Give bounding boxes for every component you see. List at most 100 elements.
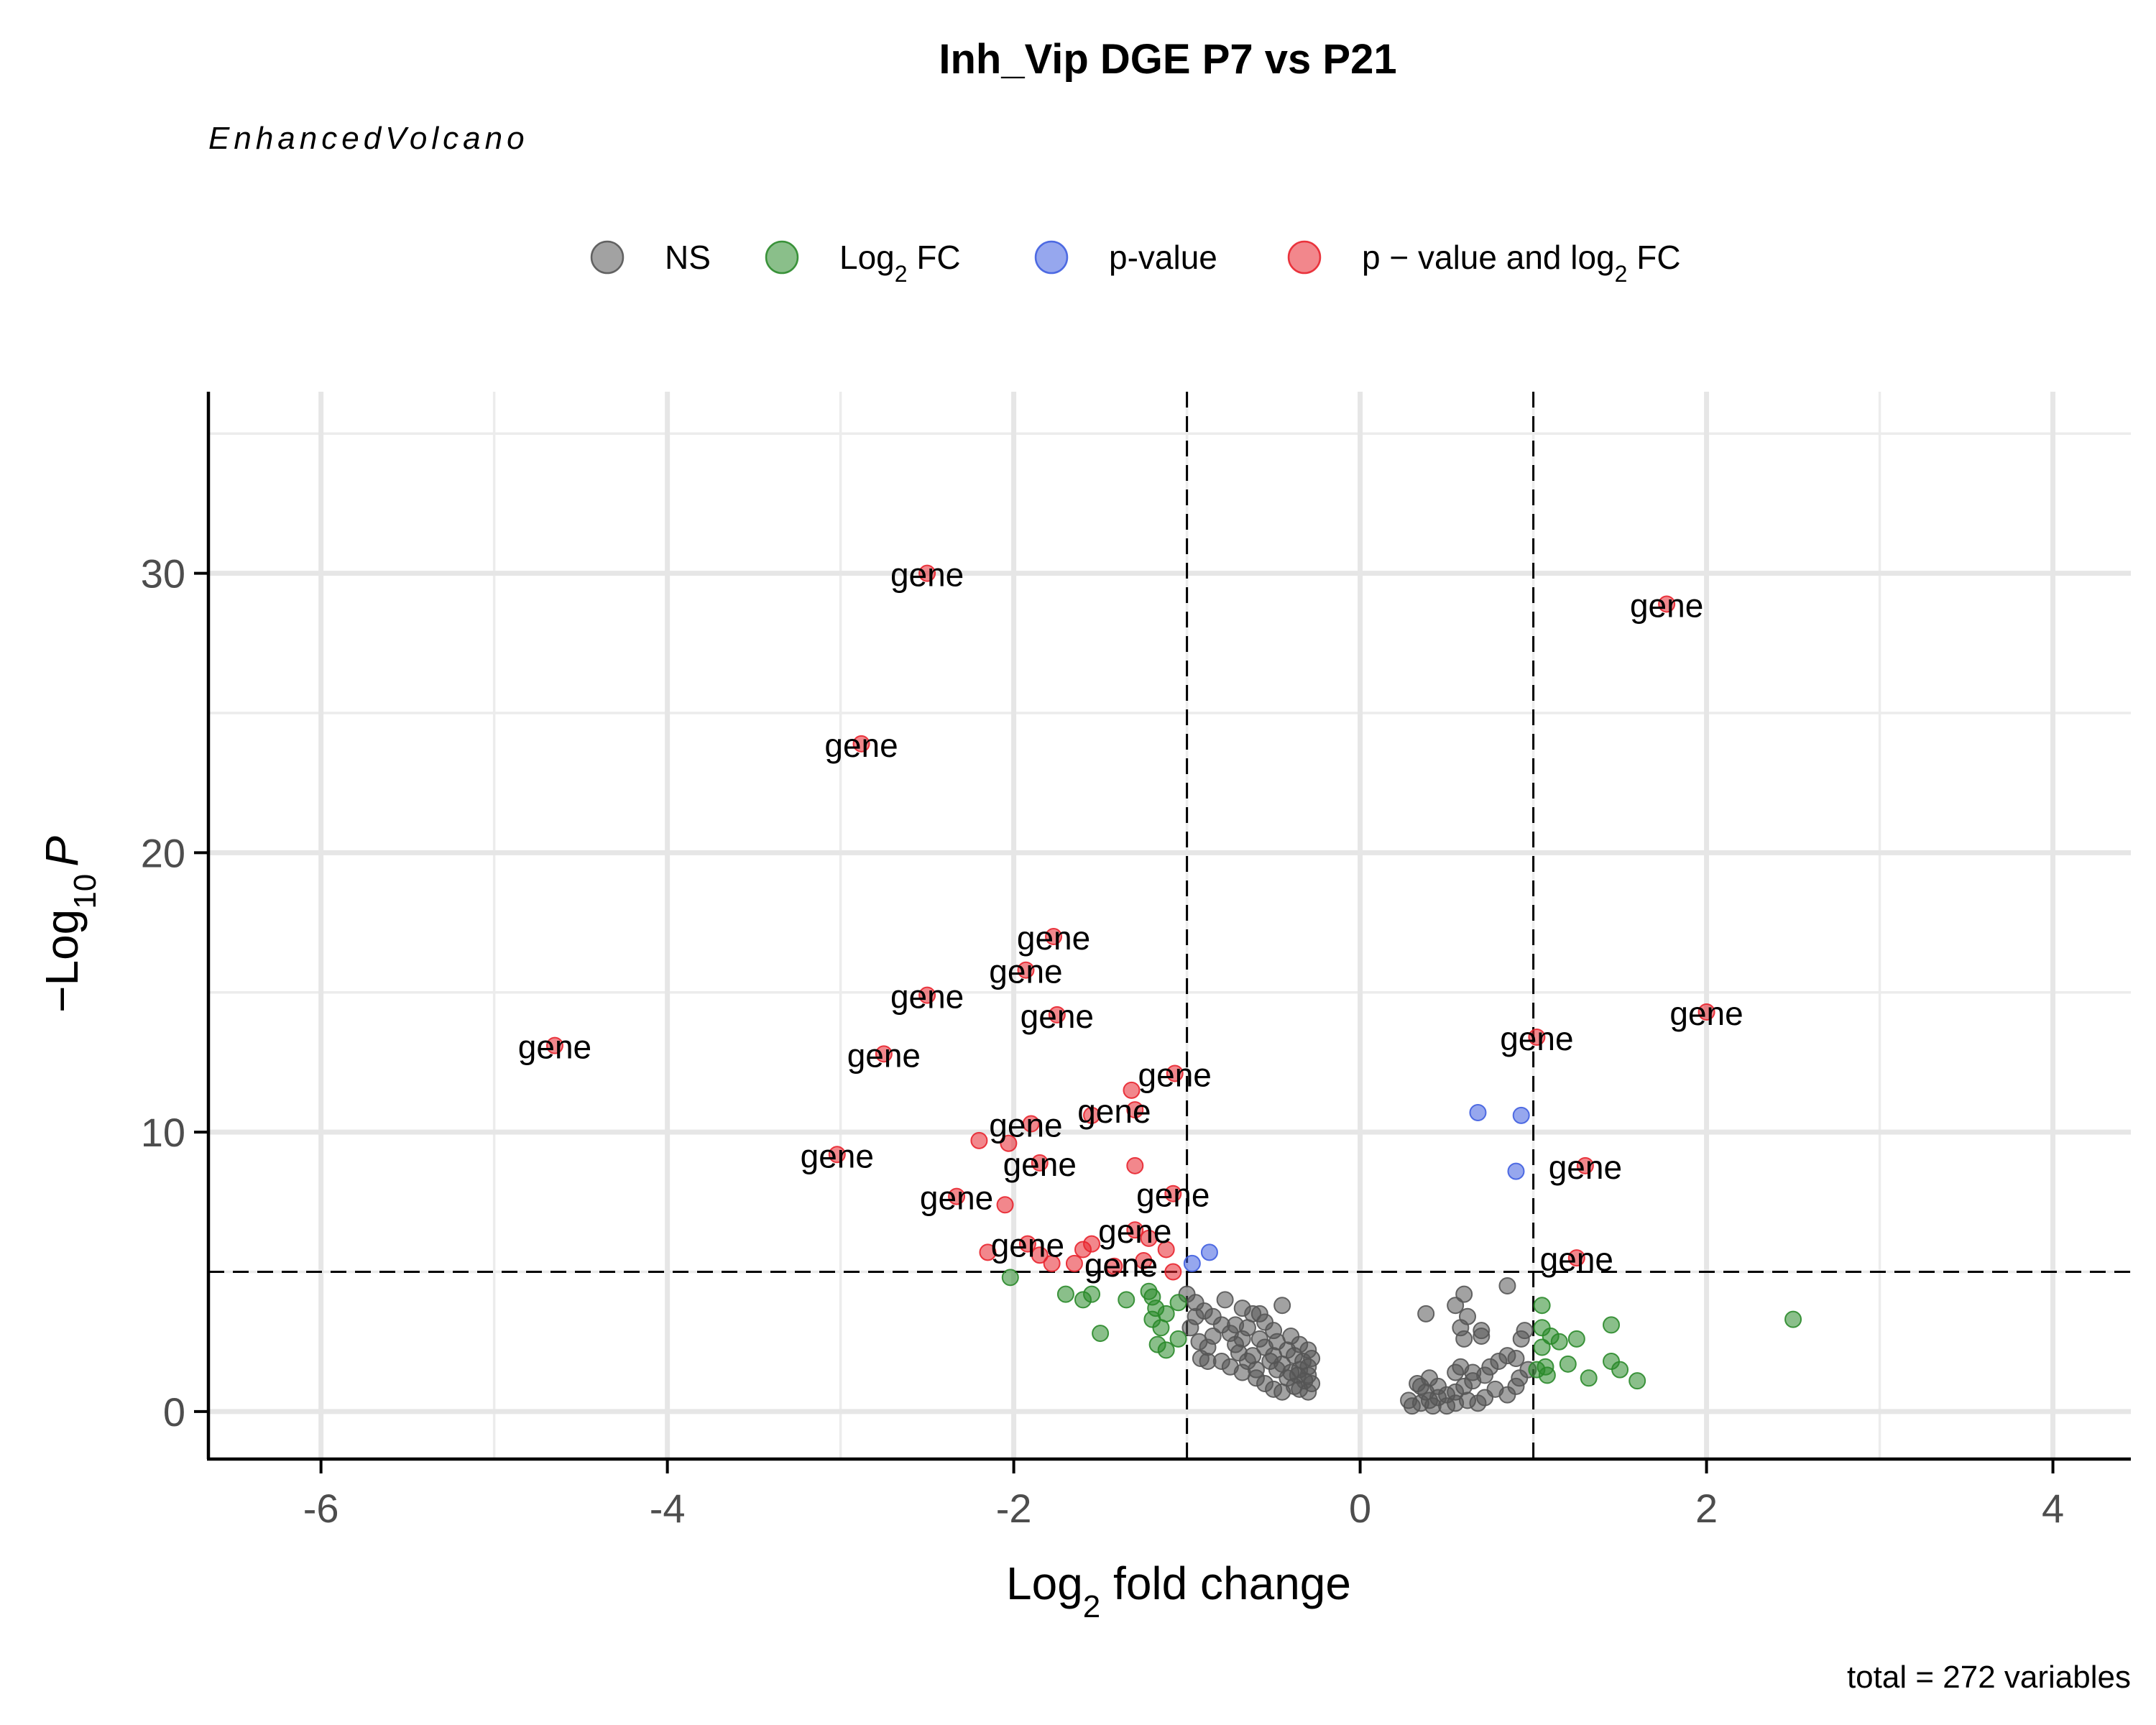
gene-label: gene bbox=[1017, 919, 1090, 957]
ns-point bbox=[1279, 1341, 1296, 1359]
pvalue-and-log2fc-point bbox=[1000, 1134, 1018, 1152]
log2fc-point bbox=[1152, 1319, 1170, 1337]
gene-label: gene bbox=[1630, 586, 1703, 624]
ns-point bbox=[1199, 1352, 1217, 1370]
pvalue-and-log2fc-point bbox=[1528, 1028, 1546, 1046]
gene-label: gene bbox=[1669, 995, 1743, 1032]
data-points bbox=[545, 564, 1802, 1415]
pvalue-and-log2fc-point bbox=[1017, 961, 1035, 979]
pvalue-and-log2fc-point bbox=[918, 986, 936, 1004]
gene-label: gene bbox=[824, 727, 898, 764]
y-axis-title: −Log10P bbox=[36, 836, 103, 1013]
gene-label: gene bbox=[1021, 998, 1094, 1035]
gene-label: gene bbox=[518, 1029, 591, 1066]
log2fc-point bbox=[1784, 1310, 1802, 1328]
log2fc-point bbox=[1603, 1316, 1621, 1334]
pvalue-and-log2fc-point bbox=[1164, 1184, 1182, 1202]
gene-label: gene bbox=[989, 1107, 1062, 1144]
log2fc-point bbox=[1148, 1335, 1166, 1353]
pvalue-point bbox=[1469, 1103, 1487, 1121]
ns-point bbox=[1447, 1297, 1465, 1315]
ns-point bbox=[1464, 1363, 1482, 1381]
pvalue-and-log2fc-point bbox=[996, 1196, 1014, 1214]
pvalue-and-log2fc-point bbox=[1045, 928, 1063, 946]
ns-point bbox=[1473, 1327, 1491, 1345]
gene-label: gene bbox=[801, 1137, 874, 1174]
gene-label: gene bbox=[1540, 1241, 1613, 1278]
pvalue-and-log2fc-point bbox=[1164, 1263, 1182, 1281]
ns-point bbox=[1204, 1307, 1222, 1325]
x-axis-title: Log2 fold change bbox=[1006, 1558, 1351, 1624]
pvalue-and-log2fc-point bbox=[1031, 1246, 1049, 1264]
ns-point bbox=[1261, 1352, 1279, 1370]
ns-point bbox=[1216, 1291, 1234, 1309]
pvalue-and-log2fc-point bbox=[1658, 595, 1676, 613]
pvalue-point bbox=[1512, 1106, 1530, 1124]
pvalue-and-log2fc-point bbox=[1123, 1081, 1141, 1099]
ns-point bbox=[1417, 1305, 1435, 1322]
x-axis-title-subscript: 2 bbox=[1083, 1589, 1100, 1624]
legend-item-fc: Log2 FC bbox=[765, 239, 961, 287]
log2fc-point bbox=[1001, 1269, 1019, 1287]
ns-point bbox=[1455, 1330, 1473, 1348]
gene-label: gene bbox=[920, 1179, 993, 1217]
chart-title: Inh_Vip DGE P7 vs P21 bbox=[939, 36, 1396, 83]
log2fc-point bbox=[1092, 1325, 1110, 1343]
ns-point bbox=[1299, 1383, 1317, 1401]
legend-label: Log2 FC bbox=[839, 239, 961, 287]
log2fc-point bbox=[1169, 1294, 1187, 1312]
x-tick-label: 2 bbox=[1695, 1486, 1718, 1531]
axes: -6 -4 -2 0 2 4 0 10 20 30 bbox=[141, 392, 2131, 1531]
legend-swatch bbox=[1034, 240, 1069, 275]
pvalue-and-log2fc-point bbox=[918, 564, 936, 582]
log2fc-point bbox=[1559, 1355, 1577, 1373]
pvalue-and-log2fc-point bbox=[1083, 1106, 1101, 1124]
gene-label: gene bbox=[1136, 1177, 1210, 1214]
gene-label: gene bbox=[1549, 1149, 1622, 1186]
pvalue-and-log2fc-point bbox=[1018, 1235, 1036, 1253]
gene-label: gene bbox=[1138, 1057, 1212, 1094]
log2fc-point bbox=[1169, 1330, 1187, 1348]
y-tick-label: 20 bbox=[141, 830, 185, 875]
pvalue-and-log2fc-point bbox=[948, 1187, 966, 1205]
chart-subtitle: EnhancedVolcano bbox=[208, 121, 529, 156]
y-axis-title-p: P bbox=[36, 836, 88, 867]
log2fc-point bbox=[1083, 1285, 1101, 1303]
legend-label: p − value and log2 FC bbox=[1362, 239, 1681, 287]
pvalue-and-log2fc-point bbox=[1126, 1156, 1144, 1174]
ns-point bbox=[1238, 1319, 1256, 1337]
pvalue-and-log2fc-point bbox=[1576, 1156, 1594, 1174]
ns-point bbox=[1190, 1333, 1208, 1351]
x-tick-label: 0 bbox=[1349, 1486, 1371, 1531]
legend-label-subscript: 2 bbox=[895, 261, 908, 287]
cutoff-lines bbox=[208, 392, 2131, 1459]
legend-item-fcp: p − value and log2 FC bbox=[1287, 239, 1681, 287]
legend-label-tail: FC bbox=[908, 239, 961, 276]
pvalue-and-log2fc-point bbox=[852, 735, 870, 753]
pvalue-and-log2fc-point bbox=[1126, 1101, 1144, 1119]
pvalue-and-log2fc-point bbox=[1126, 1221, 1144, 1239]
pvalue-and-log2fc-point bbox=[1697, 1003, 1715, 1021]
pvalue-and-log2fc-point bbox=[979, 1243, 997, 1261]
gene-label: gene bbox=[890, 556, 964, 594]
x-tick-label: -6 bbox=[303, 1486, 339, 1531]
pvalue-and-log2fc-point bbox=[1074, 1241, 1092, 1259]
pvalue-and-log2fc-point bbox=[1166, 1064, 1184, 1082]
legend-swatch bbox=[765, 240, 799, 275]
pvalue-point bbox=[1507, 1162, 1525, 1180]
x-tick-label: -4 bbox=[650, 1486, 686, 1531]
legend-label-subscript: 2 bbox=[1615, 261, 1628, 287]
ns-point bbox=[1476, 1389, 1494, 1407]
pvalue-and-log2fc-point bbox=[1157, 1241, 1175, 1259]
ns-point bbox=[1273, 1297, 1291, 1315]
ns-point bbox=[1187, 1307, 1204, 1325]
ns-point bbox=[1250, 1330, 1268, 1348]
x-axis-title-tail: fold change bbox=[1100, 1558, 1351, 1609]
log2fc-point bbox=[1628, 1372, 1646, 1390]
legend-item-ns: NS bbox=[590, 239, 711, 276]
gene-label: gene bbox=[1077, 1092, 1151, 1130]
legend-swatch bbox=[590, 240, 625, 275]
pvalue-and-log2fc-point bbox=[828, 1146, 846, 1164]
